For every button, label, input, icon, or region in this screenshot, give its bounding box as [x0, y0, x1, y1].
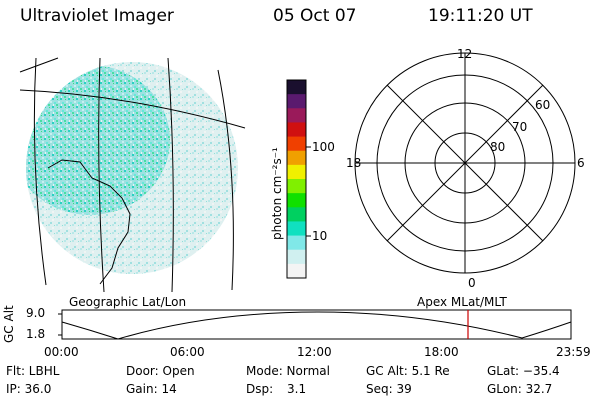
glat-info: GLat: −35.4 — [487, 364, 560, 378]
mlt-label-18: 18 — [346, 156, 362, 170]
image-date: 05 Oct 07 — [273, 6, 357, 26]
glon-info: GLon: 32.7 — [487, 382, 553, 396]
geo-panel-label: Geographic Lat/Lon — [69, 295, 187, 309]
colorbar-swatch — [287, 263, 306, 279]
coastline — [47, 159, 131, 285]
mlat-label-60: 60 — [535, 98, 551, 112]
colorbar-unit-label: photon cm⁻²s⁻¹ — [270, 147, 284, 240]
polar-panel — [354, 52, 576, 274]
colorbar-swatch — [287, 235, 306, 251]
geo-grid-lines — [19, 57, 246, 293]
gain-info: Gain: 14 — [126, 382, 177, 396]
image-time: 19:11:20 UT — [428, 6, 533, 26]
colorbar-swatch — [287, 207, 306, 222]
altitude-xtick-label: 23:59 — [556, 345, 591, 359]
app-title: Ultraviolet Imager — [20, 6, 174, 26]
colorbar-swatch — [287, 150, 306, 166]
altitude-ytick-label: 1.8 — [26, 327, 46, 341]
colorbar — [286, 79, 311, 279]
mlt-label-6: 6 — [577, 156, 585, 170]
altitude-curve — [61, 311, 572, 340]
colorbar-swatch — [287, 122, 306, 138]
ip-info: IP: 36.0 — [6, 382, 52, 396]
filter-info: Flt: LBHL — [6, 364, 60, 378]
mlt-label-12: 12 — [457, 47, 473, 61]
colorbar-swatch — [287, 164, 306, 180]
altitude-xtick-label: 06:00 — [170, 345, 205, 359]
altitude-xtick-label: 18:00 — [424, 345, 459, 359]
mode-info: Mode: Normal — [246, 364, 330, 378]
colorbar-swatch — [287, 193, 306, 208]
altitude-plot-frame — [61, 309, 572, 340]
altitude-plot — [58, 309, 572, 340]
dsp-label: Dsp: — [246, 382, 274, 396]
colorbar-swatch — [287, 80, 306, 95]
apex-panel-label: Apex MLat/MLT — [417, 295, 507, 309]
colorbar-swatch — [287, 94, 306, 109]
polar-meridian-diag-b — [386, 84, 544, 242]
colorbar-gradient — [287, 80, 306, 279]
colorbar-swatch — [287, 249, 306, 265]
colorbar-swatch — [287, 179, 306, 194]
mlat-label-80: 80 — [490, 140, 506, 154]
mlat-label-70: 70 — [512, 120, 528, 134]
altitude-ytick-label: 9.0 — [26, 306, 46, 320]
colorbar-tick-label-10: 10 — [312, 229, 328, 243]
geographic-image-panel — [19, 57, 246, 293]
altitude-ylabel: GC Alt — [2, 305, 16, 343]
colorbar-swatch — [287, 136, 306, 152]
colorbar-swatch — [287, 108, 306, 123]
colorbar-frame — [286, 79, 307, 279]
altitude-xtick-label: 00:00 — [44, 345, 79, 359]
colorbar-swatch — [287, 221, 306, 237]
gc-alt-info: GC Alt: 5.1 Re — [366, 364, 450, 378]
dsp-value: 3.1 — [287, 382, 307, 396]
door-info: Door: Open — [126, 364, 195, 378]
altitude-xtick-label: 12:00 — [297, 345, 332, 359]
mlt-label-0: 0 — [468, 276, 476, 290]
colorbar-tick-label-100: 100 — [312, 140, 335, 154]
seq-info: Seq: 39 — [366, 382, 412, 396]
